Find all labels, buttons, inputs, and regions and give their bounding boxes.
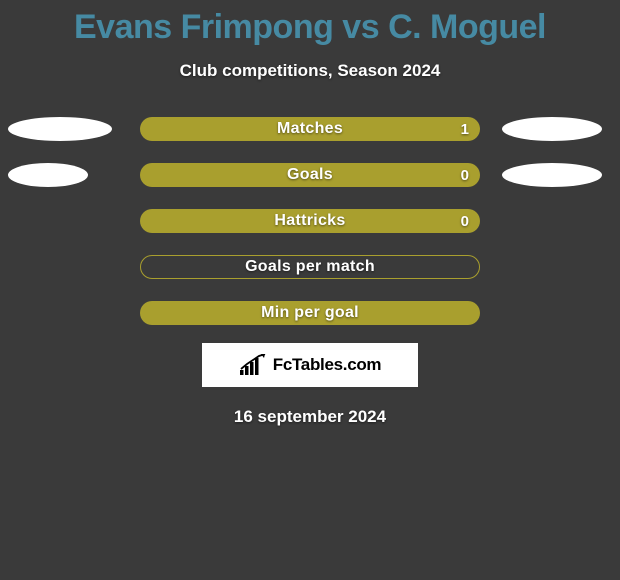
stat-label: Matches: [277, 120, 343, 138]
right-ellipse: [502, 117, 602, 141]
stat-value: 0: [461, 167, 469, 184]
page-title: Evans Frimpong vs C. Moguel: [0, 0, 620, 47]
stat-bar-goals: Goals 0: [140, 163, 480, 187]
left-ellipse: [8, 163, 88, 187]
stat-row: Matches 1: [0, 117, 620, 141]
stat-value: 1: [461, 121, 469, 138]
stat-label: Min per goal: [261, 304, 359, 322]
date-stamp: 16 september 2024: [0, 407, 620, 427]
stat-bar-matches: Matches 1: [140, 117, 480, 141]
stat-row: Hattricks 0: [0, 209, 620, 233]
stat-label: Hattricks: [274, 212, 345, 230]
left-ellipse: [8, 117, 112, 141]
page-subtitle: Club competitions, Season 2024: [0, 61, 620, 81]
stat-row: Goals per match: [0, 255, 620, 279]
comparison-chart: Matches 1 Goals 0 Hattricks 0 Goals per …: [0, 117, 620, 325]
stat-row: Goals 0: [0, 163, 620, 187]
logo-icon: [239, 354, 267, 376]
stat-bar-hattricks: Hattricks 0: [140, 209, 480, 233]
stat-bar-goals-per-match: Goals per match: [140, 255, 480, 279]
stat-bar-min-per-goal: Min per goal: [140, 301, 480, 325]
attribution-banner[interactable]: FcTables.com: [202, 343, 418, 387]
stat-label: Goals per match: [245, 258, 375, 276]
stat-row: Min per goal: [0, 301, 620, 325]
stat-value: 0: [461, 213, 469, 230]
logo-text: FcTables.com: [273, 355, 382, 375]
stat-label: Goals: [287, 166, 333, 184]
right-ellipse: [502, 163, 602, 187]
